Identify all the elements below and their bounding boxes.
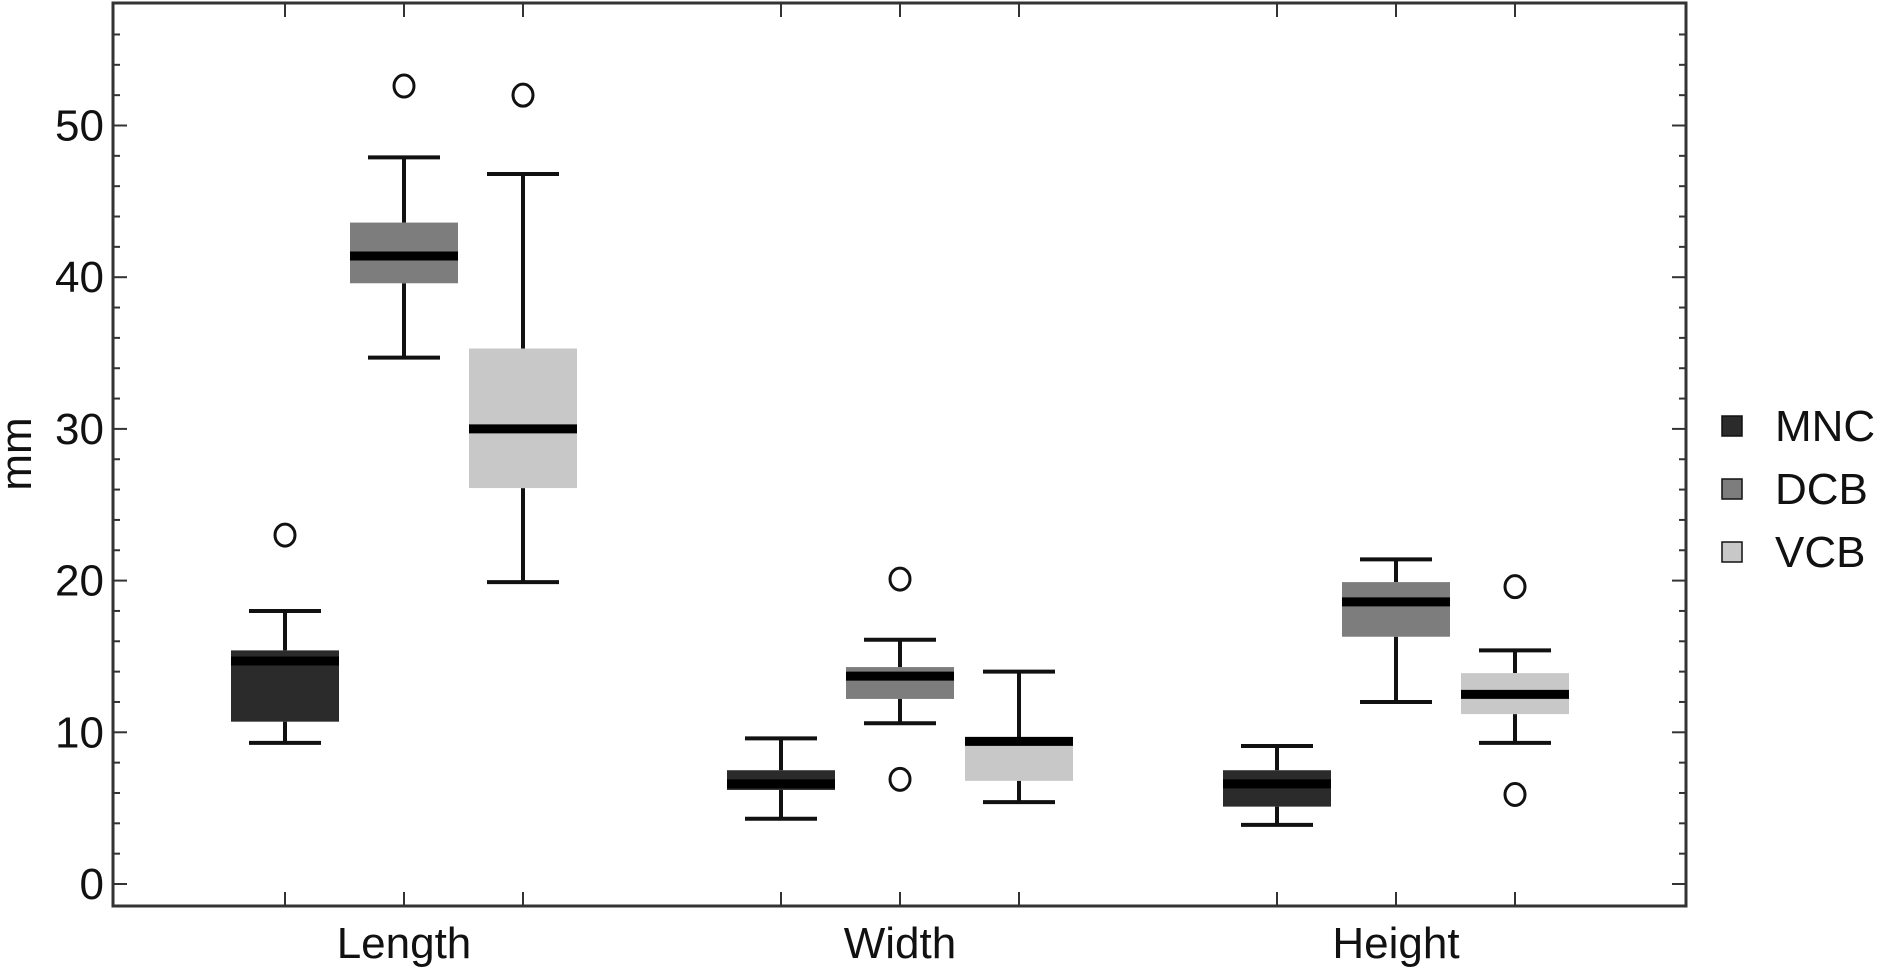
iqr-box [469,348,577,489]
iqr-box [1342,582,1450,637]
outlier-point [392,73,416,99]
outlier-point [511,82,535,108]
box-mnc-width [727,736,835,821]
outlier-point [888,566,912,592]
y-tick-label: 20 [55,557,104,606]
legend-label-mnc: MNC [1775,402,1875,451]
x-tick-label: Length [337,919,472,968]
outlier-point [888,766,912,792]
iqr-box [1223,770,1331,807]
legend-label-vcb: VCB [1775,528,1865,577]
box-dcb-length [350,73,458,360]
axis-labels: 0 10 20 30 40 50 Length Width Height [55,102,1460,969]
y-tick-label: 0 [80,860,104,909]
box-dcb-width [846,566,954,792]
x-tick-label: Height [1332,919,1459,968]
y-axis-title: mm [0,417,41,490]
y-tick-label: 50 [55,102,104,151]
legend-swatch-mnc [1721,415,1743,437]
legend-label-dcb: DCB [1775,465,1868,514]
y-tick-label: 10 [55,708,104,757]
y-tick-label: 30 [55,405,104,454]
box-series [231,73,1569,827]
legend-swatch-dcb [1721,478,1743,500]
box-vcb-height [1461,574,1569,807]
outlier-point [273,522,297,548]
plot-frame [111,1,1688,908]
y-tick-label: 40 [55,253,104,302]
x-tick-label: Width [844,919,956,968]
outlier-point [1503,781,1527,807]
box-mnc-length [231,522,339,745]
axis-ticks [113,3,1686,906]
box-dcb-height [1342,557,1450,704]
legend: MNC DCB VCB [1721,402,1875,577]
outlier-point [1503,574,1527,600]
box-vcb-width [965,669,1073,805]
box-vcb-length [469,82,577,585]
legend-swatch-vcb [1721,541,1743,563]
box-mnc-height [1223,743,1331,827]
